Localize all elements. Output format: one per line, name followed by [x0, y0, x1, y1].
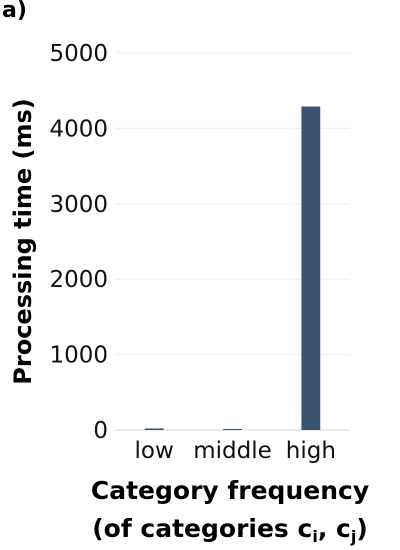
y-tick-label: 1000 [49, 343, 108, 369]
y-tick-label: 2000 [49, 267, 108, 293]
x-tick-label: middle [193, 438, 272, 464]
y-axis-title: Processing time (ms) [9, 98, 37, 384]
x-axis-title-sub-i: i [312, 527, 318, 546]
x-tick-label: low [135, 438, 174, 464]
bar-middle [223, 429, 242, 430]
y-tick-label: 0 [93, 418, 108, 444]
x-axis-title-line2-prefix: (of categories c [92, 514, 313, 543]
x-axis-title-line2-mid: , c [317, 514, 351, 543]
y-tick-label: 3000 [49, 192, 108, 218]
panel-label: a) [2, 0, 27, 23]
x-tick-label: high [286, 438, 336, 464]
bar-low [144, 428, 164, 430]
bar-high [301, 106, 321, 430]
bars [144, 106, 321, 430]
x-axis-title: Category frequency (of categories ci, cj… [0, 472, 400, 550]
x-axis-title-line2-suffix: ) [356, 514, 368, 543]
x-axis-title-line1: Category frequency [90, 476, 370, 505]
y-tick-label: 5000 [49, 41, 108, 67]
tick-labels: 0 1000 2000 3000 4000 5000 low middle high [49, 41, 335, 464]
x-axis-title-sub-j: j [350, 527, 357, 546]
y-tick-label: 4000 [49, 116, 108, 142]
